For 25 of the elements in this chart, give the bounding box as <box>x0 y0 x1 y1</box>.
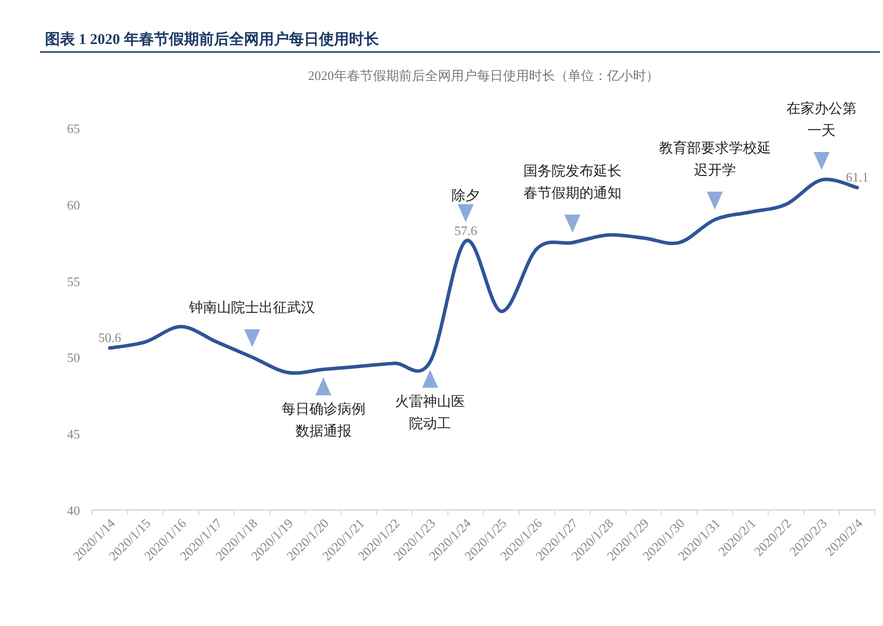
y-tick-label: 55 <box>67 274 80 289</box>
annotation: 教育部要求学校延迟开学 <box>658 142 771 210</box>
annotation: 在家办公第一天 <box>786 102 857 170</box>
annotation: 在家办公第一天 <box>786 100 857 139</box>
annotation: 钟南山院士出征武汉 <box>189 301 316 348</box>
y-tick-label: 65 <box>67 121 80 136</box>
annotation: 钟南山院士出征武汉 <box>188 300 316 316</box>
data-label: 61.1 <box>846 170 869 185</box>
annotation: 火雷神山医院动工 <box>395 370 466 432</box>
annotation: 除夕 <box>452 189 480 222</box>
y-tick-label: 40 <box>67 503 80 518</box>
chart-title: 图表 1 2020 年春节假期前后全网用户每日使用时长 <box>45 30 380 48</box>
annotation: 除夕 <box>452 188 480 204</box>
annotation: 每日确诊病例数据通报 <box>281 401 366 440</box>
chart-subtitle: 2020年春节假期前后全网用户每日使用时长（单位：亿小时） <box>308 68 659 83</box>
y-tick-label: 45 <box>67 426 80 442</box>
annotation: 每日确诊病例数据通报 <box>281 377 366 440</box>
data-label: 50.6 <box>98 330 122 346</box>
y-tick-label: 60 <box>67 197 80 212</box>
data-label: 57.6 <box>454 223 478 238</box>
annotation: 教育部要求学校延迟开学 <box>658 140 771 179</box>
annotation: 国务院发布延长春节假期的通知 <box>523 164 622 233</box>
annotation: 火雷神山医院动工 <box>395 394 466 432</box>
y-tick-label: 50 <box>67 350 80 366</box>
annotation: 国务院发布延长春节假期的通知 <box>523 164 622 202</box>
